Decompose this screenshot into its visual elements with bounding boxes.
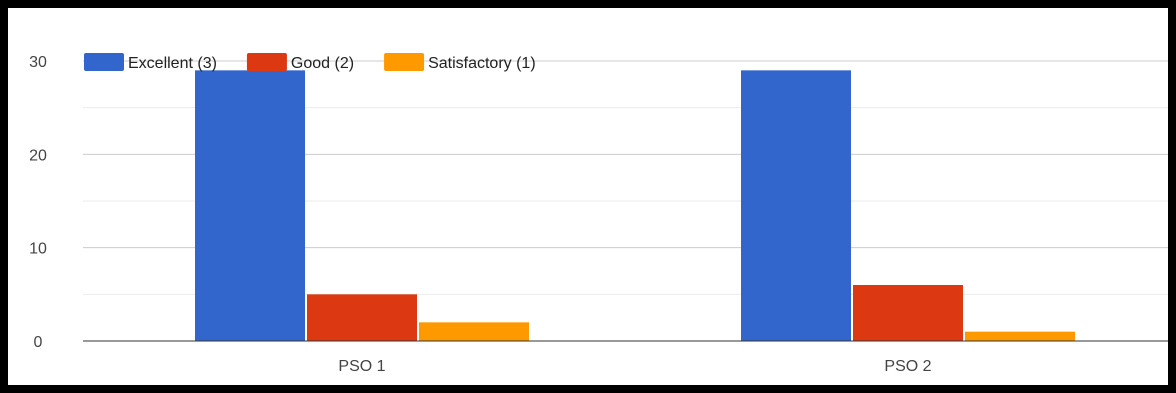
x-tick-label: PSO 2 xyxy=(884,358,931,375)
bar-satisfactory-1-pso-2[interactable] xyxy=(965,331,1075,341)
legend-label-good-2[interactable]: Good (2) xyxy=(291,55,354,72)
bar-chart: 0 10 20 30 PSO 1 PSO 2 Excellent (3) Good (2)… xyxy=(29,53,1168,375)
x-axis-ticks: PSO 1 PSO 2 xyxy=(338,358,931,375)
bar-good-2-pso-1[interactable] xyxy=(307,294,417,341)
y-tick-label: 30 xyxy=(29,54,47,71)
bar-excellent-3-pso-2[interactable] xyxy=(741,70,851,342)
bar-good-2-pso-2[interactable] xyxy=(853,285,963,341)
legend-swatch-good-2[interactable] xyxy=(246,53,287,71)
y-tick-label: 20 xyxy=(29,147,47,164)
legend[interactable]: Excellent (3) Good (2) Satisfactory (1) xyxy=(84,53,536,72)
legend-swatch-satisfactory-1[interactable] xyxy=(384,53,425,71)
legend-label-satisfactory-1[interactable]: Satisfactory (1) xyxy=(428,55,536,72)
y-axis-ticks: 0 10 20 30 xyxy=(29,54,47,351)
bar-satisfactory-1-pso-1[interactable] xyxy=(419,322,529,341)
y-tick-label: 10 xyxy=(29,241,47,258)
legend-label-excellent-3[interactable]: Excellent (3) xyxy=(128,55,217,72)
bar-excellent-3-pso-1[interactable] xyxy=(195,70,305,342)
x-tick-label: PSO 1 xyxy=(338,358,385,375)
y-tick-label: 0 xyxy=(34,334,43,351)
bars xyxy=(195,70,1075,342)
legend-swatch-excellent-3[interactable] xyxy=(84,53,124,71)
